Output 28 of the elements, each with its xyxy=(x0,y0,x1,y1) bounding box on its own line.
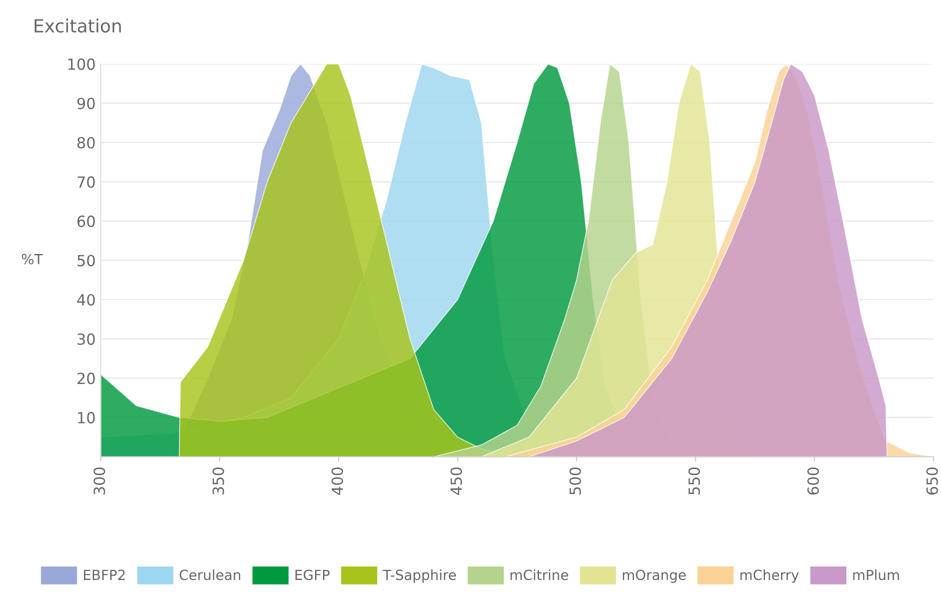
x-tick-label: 600 xyxy=(807,467,819,495)
y-tick-label: 30 xyxy=(78,333,95,345)
x-tick-label: 500 xyxy=(569,467,581,494)
x-tick-label: 450 xyxy=(450,467,462,495)
y-tick-label: 80 xyxy=(77,136,95,149)
legend-label: EGFP xyxy=(295,570,330,580)
x-tick-label: 350 xyxy=(212,467,224,494)
legend-label: mPlum xyxy=(853,569,899,580)
y-tick-label: 10 xyxy=(78,412,95,424)
x-tick-label: 400 xyxy=(332,467,344,495)
x-tick-label: 550 xyxy=(688,467,700,494)
y-axis-title: %T xyxy=(22,254,43,264)
legend-label: EBFP2 xyxy=(84,570,125,580)
chart-title: Excitation xyxy=(34,18,121,33)
y-tick-label: 90 xyxy=(77,98,95,110)
legend-label: mCitrine xyxy=(510,569,568,580)
y-tick-label: 60 xyxy=(77,216,95,228)
y-tick-label: 100 xyxy=(68,58,95,70)
y-tick-label: 20 xyxy=(78,372,95,384)
legend-label: mOrange xyxy=(622,570,686,583)
legend-label: mCherry xyxy=(740,569,799,583)
legend-label: Cerulean xyxy=(180,569,240,580)
x-tick-label: 650 xyxy=(926,467,938,495)
x-tick-label: 300 xyxy=(94,467,106,494)
legend-label: T-Sapphire xyxy=(382,569,456,583)
y-tick-label: 40 xyxy=(77,294,95,306)
y-tick-label: 50 xyxy=(78,254,95,266)
y-tick-label: 70 xyxy=(78,176,95,188)
